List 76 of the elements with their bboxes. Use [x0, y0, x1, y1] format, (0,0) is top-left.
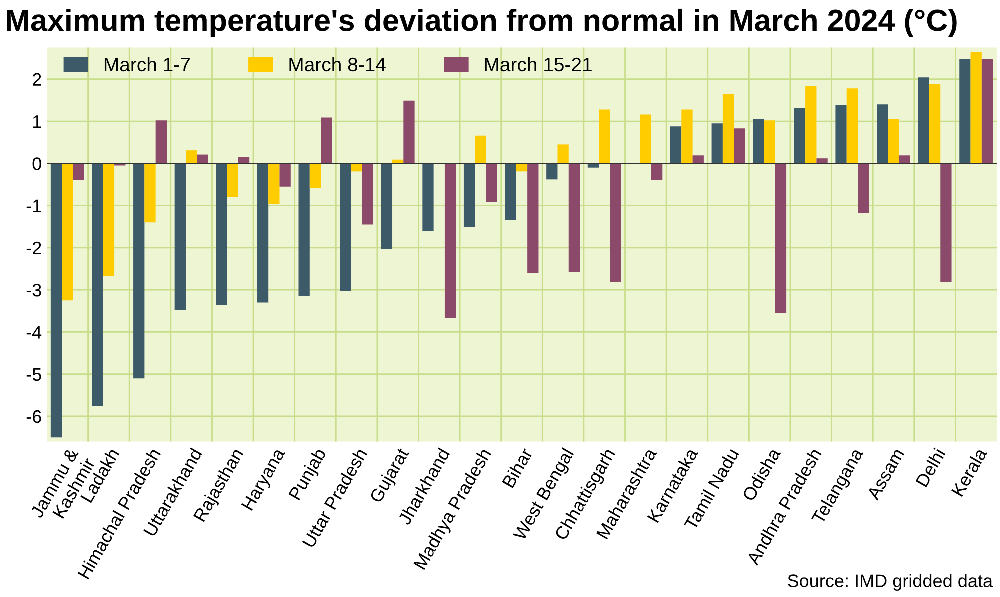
bar	[640, 114, 652, 164]
bar	[899, 156, 910, 164]
bar	[692, 156, 704, 164]
bar	[558, 144, 569, 164]
legend-label: March 15-21	[485, 57, 592, 72]
legend-label: March 1-7	[104, 57, 190, 72]
bar	[651, 164, 663, 181]
y-tick-label: 2	[33, 73, 42, 86]
bar	[134, 164, 145, 379]
y-tick-label: 0	[32, 158, 42, 170]
bar	[858, 164, 870, 213]
bar	[73, 164, 84, 181]
bar	[970, 52, 982, 164]
bar	[310, 164, 322, 189]
y-tick-label: -1	[26, 200, 42, 212]
bar	[764, 120, 776, 164]
bar	[298, 164, 310, 296]
bar	[682, 110, 693, 164]
bar	[918, 78, 930, 164]
bar	[92, 164, 104, 406]
bar	[599, 110, 610, 164]
y-tick-label: -5	[26, 368, 42, 382]
bar	[422, 164, 434, 232]
bar	[734, 128, 746, 164]
bar	[505, 164, 516, 221]
bar	[381, 164, 393, 250]
y-tick-label: -6	[26, 410, 42, 424]
bar	[103, 164, 115, 276]
bar	[940, 164, 952, 282]
bar	[877, 104, 888, 164]
bar	[712, 124, 723, 164]
bar	[280, 164, 291, 187]
bar	[475, 136, 486, 164]
bar	[404, 100, 415, 164]
bar	[156, 120, 167, 164]
bar	[144, 164, 156, 223]
bar	[340, 164, 352, 292]
bar	[227, 164, 238, 198]
bar	[806, 86, 817, 164]
bar	[960, 60, 971, 164]
bar	[197, 154, 208, 164]
bar	[753, 119, 764, 164]
bar	[888, 119, 900, 164]
bar	[351, 164, 362, 172]
chart-title: Maximum temperature's deviation from normal in March 2024 (°C)	[7, 8, 957, 38]
bar	[216, 164, 228, 306]
bar	[444, 164, 456, 318]
bar	[836, 105, 847, 164]
y-tick-label: -4	[26, 326, 42, 339]
bar	[174, 164, 186, 310]
bar	[775, 164, 787, 314]
bar	[568, 164, 580, 272]
bar	[50, 164, 62, 438]
bar	[982, 60, 994, 164]
bar	[486, 164, 498, 202]
bar	[186, 150, 198, 164]
source-note: Source: IMD gridded data	[788, 574, 994, 592]
bar	[816, 158, 828, 164]
legend-label: March 8-14	[290, 57, 386, 72]
bar	[610, 164, 622, 282]
bar	[546, 164, 558, 180]
bar	[464, 164, 476, 228]
bar	[794, 108, 806, 164]
bar	[268, 164, 280, 205]
bar	[321, 118, 332, 164]
bar	[929, 84, 941, 164]
bar	[257, 164, 269, 303]
y-tick-label: -3	[26, 284, 42, 297]
bar	[362, 164, 374, 225]
bar	[846, 88, 858, 164]
y-tick-label: 1	[33, 116, 42, 128]
bar	[528, 164, 539, 274]
y-tick-label: -2	[26, 242, 42, 254]
bar	[722, 94, 734, 164]
bar	[62, 164, 74, 301]
bar	[670, 126, 682, 164]
